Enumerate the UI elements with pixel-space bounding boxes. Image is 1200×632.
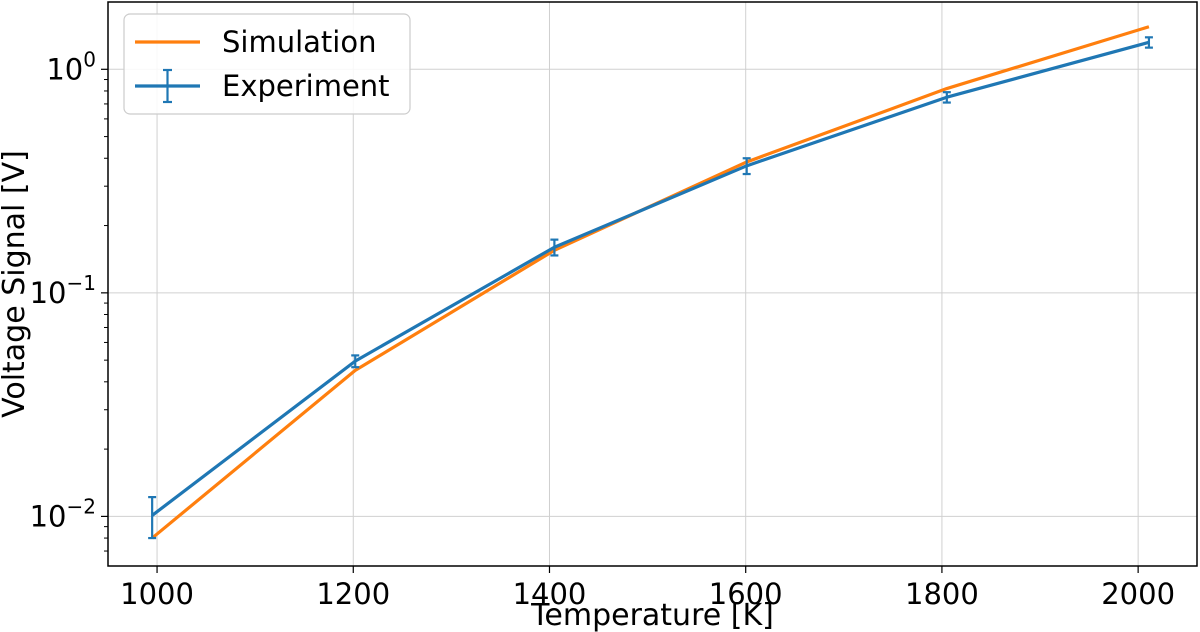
y-axis-label: Voltage Signal [V]: [0, 150, 32, 418]
y-tick-label: 10−1: [30, 271, 96, 310]
y-tick-label: 100: [46, 47, 96, 86]
x-tick-label: 1800: [905, 577, 979, 611]
x-tick-label: 1400: [513, 577, 587, 611]
legend-label: Simulation: [222, 25, 376, 59]
series-layer: [148, 25, 1153, 540]
y-tick-label: 10−2: [30, 494, 96, 533]
series-line-experiment: [151, 40, 1150, 517]
legend-box: [123, 13, 411, 115]
x-tick-label: 2000: [1101, 577, 1175, 611]
x-tick-label: 1200: [316, 577, 390, 611]
x-axis-label: Temperature [K]: [530, 598, 774, 632]
x-tick-label: 1000: [120, 577, 194, 611]
x-tick-label: 1600: [709, 577, 783, 611]
legend-label: Experiment: [222, 69, 390, 103]
legend: Simulation Experiment: [123, 13, 411, 115]
axis-ticks: 1000 1200 1400 1600 1800 2000 10−2 10−1 100: [30, 47, 1175, 611]
plot-frame: [107, 1, 1198, 567]
